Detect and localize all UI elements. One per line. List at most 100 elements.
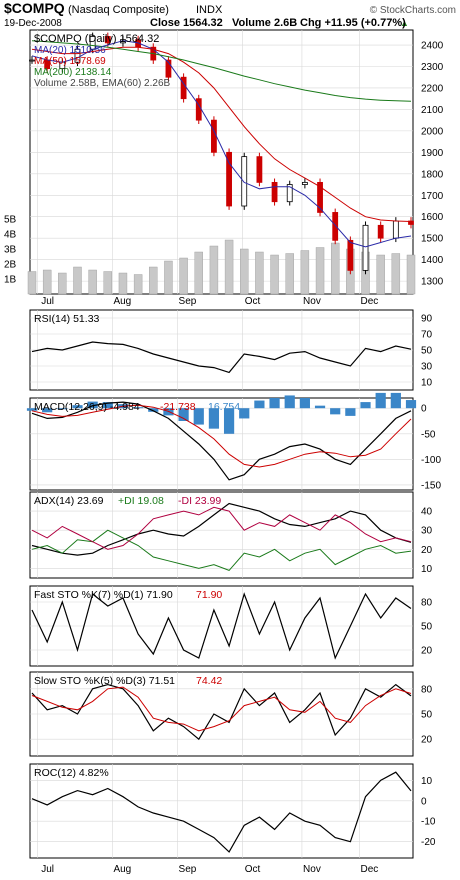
price-candle — [347, 239, 354, 271]
volume-tick-label: 5B — [4, 215, 17, 226]
macd-histogram-bar — [269, 398, 280, 409]
y-tick-label: 20 — [421, 646, 433, 657]
series-line-ma-20- — [31, 40, 412, 248]
volume-bar — [209, 245, 219, 295]
y-tick-label: 10 — [421, 776, 433, 787]
y-tick-label: 1700 — [421, 191, 444, 202]
volume-bar — [224, 239, 234, 295]
volume-tick-label: 1B — [4, 275, 17, 286]
price-candle — [226, 151, 232, 207]
volume-bar — [27, 271, 37, 295]
series-line--d-3- — [31, 686, 412, 732]
close-label: Close 1564.32 — [150, 17, 223, 29]
volume-bar — [194, 251, 203, 295]
chg-label: Chg +11.95 (+0.77%) — [300, 17, 406, 29]
volume-bar — [73, 266, 82, 295]
month-label-top: Jul — [41, 296, 54, 307]
y-tick-label: 2100 — [421, 105, 444, 116]
legend-entry: 74.42 — [196, 675, 222, 687]
volume-label: Volume 2.6B — [232, 17, 297, 29]
legend-entry: MACD(12,26,9) -4.984 — [34, 401, 140, 413]
macd-histogram-bar — [72, 405, 83, 409]
volume-bar — [300, 250, 310, 295]
volume-bar — [285, 253, 294, 295]
price-candle — [286, 184, 293, 203]
y-tick-label: 80 — [421, 598, 433, 609]
price-candle — [74, 48, 81, 63]
macd-histogram-bar — [314, 405, 326, 409]
watermark: © StockCharts.com — [370, 5, 456, 16]
series-line-ma-50- — [31, 46, 412, 222]
y-tick-label: -20 — [421, 837, 436, 848]
legend-entry: RSI(14) 51.33 — [34, 313, 100, 325]
month-label-bottom: Oct — [245, 864, 261, 875]
macd-histogram-bar — [148, 408, 159, 412]
volume-bar — [391, 253, 401, 295]
month-label-bottom: Dec — [360, 864, 378, 875]
y-tick-label: 30 — [421, 526, 433, 537]
legend-entry: 16.754 — [208, 401, 240, 413]
y-tick-label: 1300 — [421, 277, 444, 288]
macd-histogram-bar — [375, 392, 386, 409]
index-name: (Nasdaq Composite) — [68, 4, 169, 16]
price-candle — [377, 224, 384, 239]
volume-bar — [330, 242, 340, 295]
volume-bar — [118, 272, 128, 295]
series-line-roc-12- — [31, 771, 412, 853]
y-tick-label: 10 — [421, 378, 433, 389]
price-candle — [165, 59, 172, 78]
y-tick-label: 1800 — [421, 169, 444, 180]
y-tick-label: 0 — [421, 404, 427, 415]
legend-entry: ADX(14) 23.69 — [34, 495, 104, 507]
y-tick-label: -50 — [421, 429, 436, 440]
month-label-top: Oct — [245, 296, 261, 307]
y-tick-label: 20 — [421, 545, 433, 556]
macd-histogram-bar — [254, 400, 265, 409]
y-tick-label: 1400 — [421, 255, 444, 266]
date-label: 19-Dec-2008 — [4, 18, 62, 29]
y-tick-label: 10 — [421, 564, 433, 575]
volume-bar — [315, 247, 325, 295]
macd-histogram-bar — [330, 408, 341, 415]
legend-entry: Fast STO %K(7) %D(1) 71.90 — [34, 589, 173, 601]
macd-histogram-bar — [102, 402, 113, 409]
y-tick-label: -100 — [421, 455, 441, 466]
macd-histogram-bar — [133, 407, 144, 409]
y-tick-label: 0 — [421, 796, 427, 807]
legend-entry: $COMPQ (Daily) 1564.32 — [34, 33, 159, 45]
legend-entry: MA(20) 1510.56 — [34, 45, 106, 56]
macd-histogram-bar — [345, 408, 356, 416]
macd-histogram-bar — [57, 408, 68, 410]
panel-faststo: 20 50 80 Fast STO %K(7) %D(1) 71.90 71.90 — [29, 585, 433, 667]
price-candle — [392, 220, 399, 239]
volume-bar — [376, 254, 385, 295]
month-label-bottom: Sep — [179, 864, 197, 875]
price-candle — [256, 156, 263, 183]
price-candle — [29, 59, 35, 62]
macd-histogram-bar — [193, 408, 204, 425]
series-line--k-5- — [31, 683, 412, 741]
month-label-top: Nov — [303, 296, 321, 307]
y-tick-label: 1500 — [421, 234, 444, 245]
month-label-top: Dec — [360, 296, 378, 307]
month-label-bottom: Jul — [41, 864, 54, 875]
macd-histogram-bar — [405, 400, 417, 409]
y-tick-label: 1600 — [421, 212, 444, 223]
legend-entry: MA(50) 1578.69 — [34, 56, 106, 67]
price-candle — [362, 224, 369, 271]
y-tick-label: -150 — [421, 480, 441, 491]
volume-bar — [240, 248, 249, 295]
legend-entry: MA(200) 2138.14 — [34, 67, 112, 78]
panel-price: 1300 1400 1500 1600 1700 1800 1900 2000 2100 2200… — [4, 29, 444, 295]
y-tick-label: 2300 — [421, 62, 444, 73]
macd-histogram-bar — [42, 408, 53, 413]
macd-histogram-bar — [299, 398, 310, 409]
macd-histogram-bar — [284, 395, 295, 409]
volume-bar — [255, 251, 264, 295]
panel-frame — [29, 491, 414, 579]
y-tick-label: 2000 — [421, 126, 444, 137]
price-candle — [332, 212, 339, 241]
month-label-top: Sep — [179, 296, 197, 307]
price-candle — [317, 181, 323, 213]
